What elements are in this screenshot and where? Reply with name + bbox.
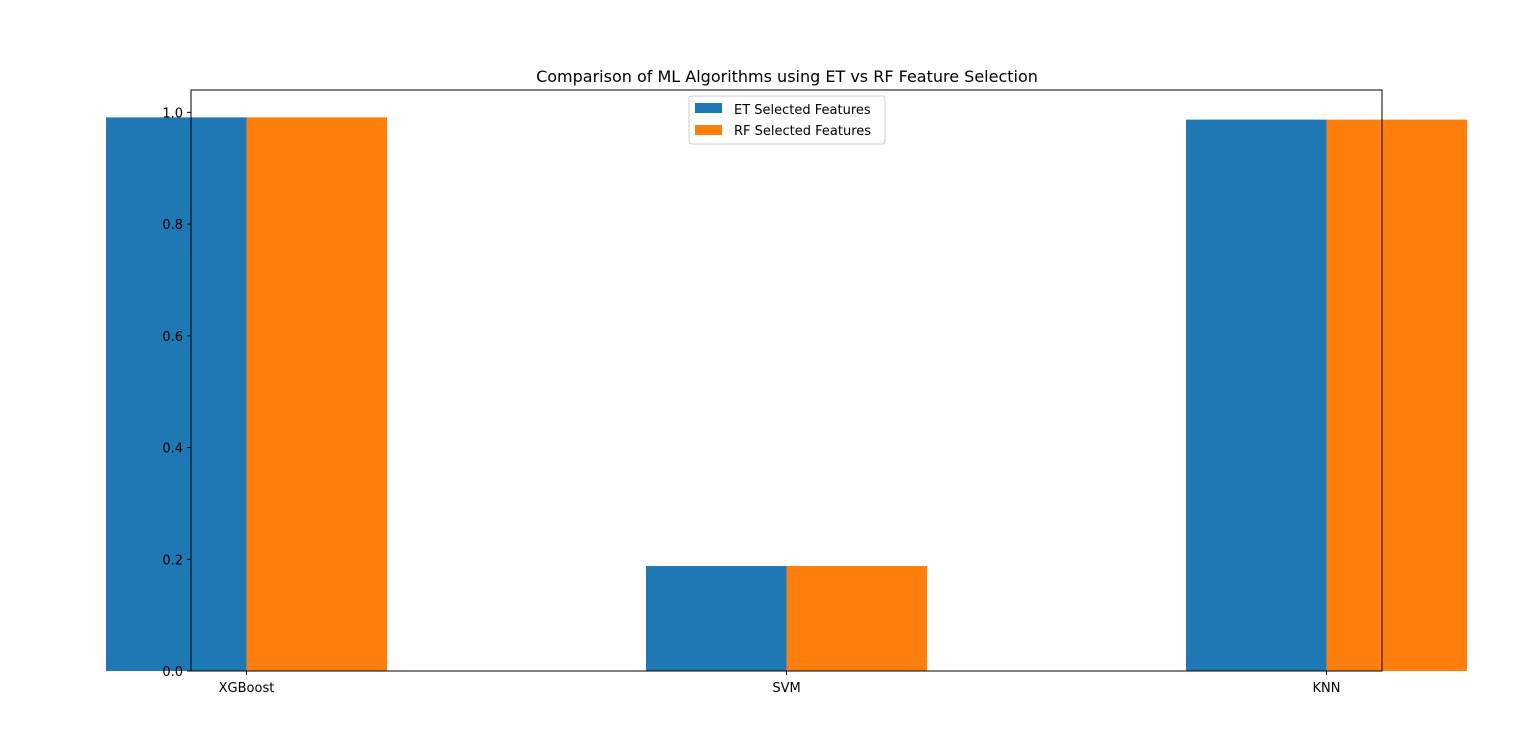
y-tick-label: 0.6 <box>162 330 183 345</box>
bar-xgboost-et <box>106 117 247 672</box>
legend-label-et: ET Selected Features <box>734 103 871 118</box>
legend-swatch-rf <box>695 125 722 135</box>
chart-title: Comparison of ML Algorithms using ET vs … <box>536 67 1038 86</box>
y-tick-label: 0.8 <box>162 218 183 233</box>
plot-frame <box>190 89 1383 672</box>
x-tick-label: XGBoost <box>219 681 275 696</box>
x-tick-label: KNN <box>1313 681 1341 696</box>
y-tick-label: 0.2 <box>162 553 183 568</box>
legend-swatch-et <box>695 103 722 113</box>
legend-box <box>688 95 886 145</box>
x-ticks-group: XGBoost SVM KNN <box>219 671 1341 696</box>
bar-xgboost-rf <box>246 117 387 672</box>
legend-label-rf: RF Selected Features <box>734 124 871 139</box>
y-tick-label: 0.0 <box>162 665 183 680</box>
legend: ET Selected Features RF Selected Feature… <box>688 95 886 145</box>
y-tick-label: 0.4 <box>162 442 183 457</box>
y-tick-label: 1.0 <box>162 106 183 121</box>
x-tick-label: SVM <box>772 681 800 696</box>
bar-knn-rf <box>1326 119 1467 672</box>
bar-knn-et <box>1186 119 1327 672</box>
bar-svm-et <box>646 565 787 671</box>
bars-group <box>106 117 1467 672</box>
bar-svm-rf <box>786 565 927 671</box>
y-ticks-group: 0.0 0.2 0.4 0.6 0.8 1.0 <box>162 106 191 680</box>
